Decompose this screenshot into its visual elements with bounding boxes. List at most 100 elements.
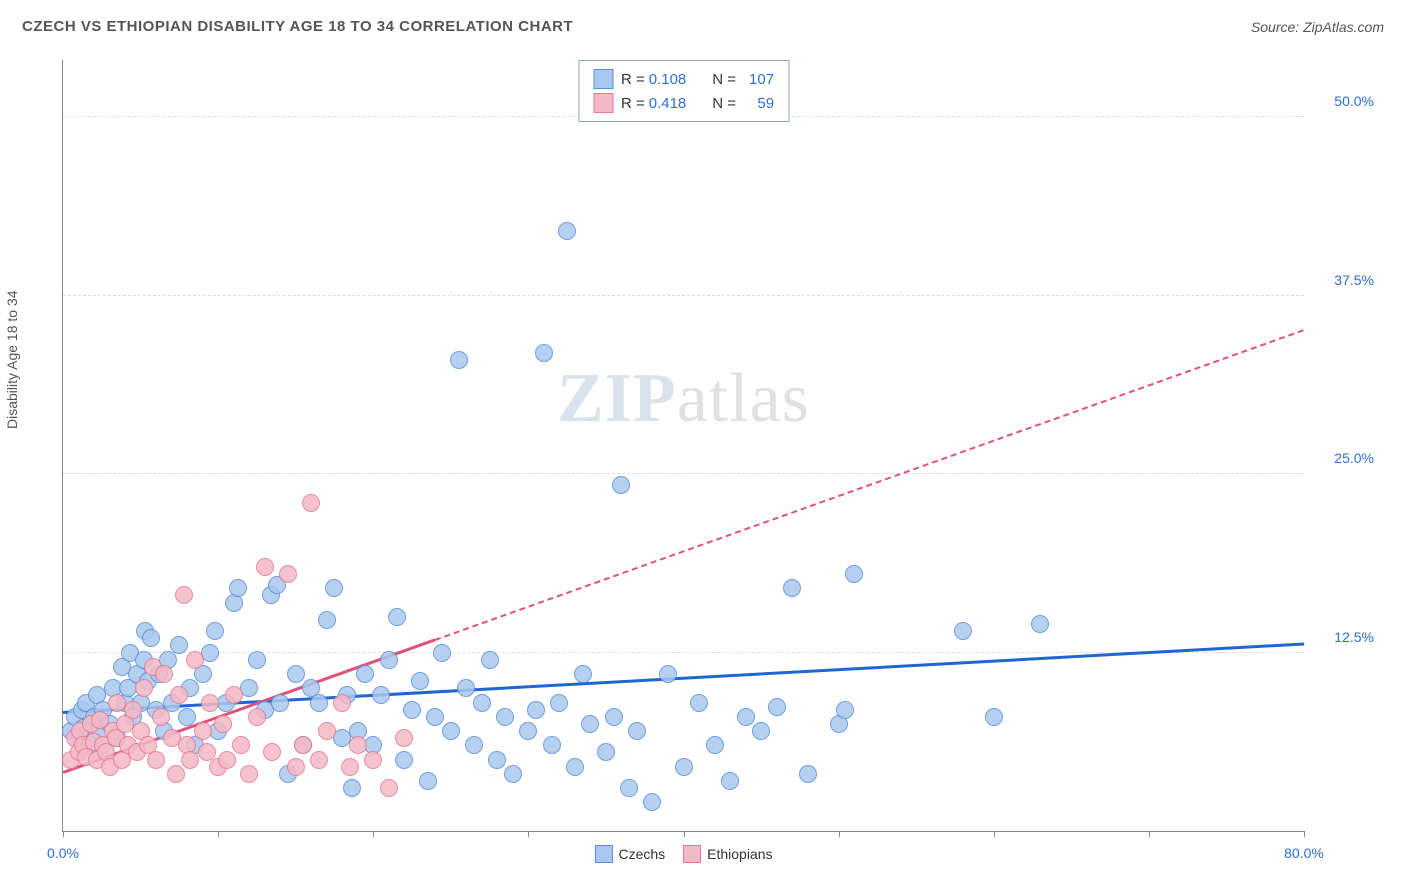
data-point bbox=[325, 579, 343, 597]
x-tick bbox=[528, 831, 529, 837]
data-point bbox=[550, 694, 568, 712]
data-point bbox=[442, 722, 460, 740]
x-tick bbox=[994, 831, 995, 837]
legend-swatch bbox=[593, 69, 613, 89]
data-point bbox=[535, 344, 553, 362]
data-point bbox=[799, 765, 817, 783]
data-point bbox=[186, 651, 204, 669]
x-tick bbox=[373, 831, 374, 837]
x-tick bbox=[63, 831, 64, 837]
data-point bbox=[457, 679, 475, 697]
data-point bbox=[124, 701, 142, 719]
data-point bbox=[395, 729, 413, 747]
data-point bbox=[167, 765, 185, 783]
data-point bbox=[783, 579, 801, 597]
chart-header: CZECH VS ETHIOPIAN DISABILITY AGE 18 TO … bbox=[0, 0, 1406, 45]
data-point bbox=[170, 636, 188, 654]
legend-n: N =107 bbox=[712, 71, 774, 88]
data-point bbox=[612, 476, 630, 494]
x-axis-label: 80.0% bbox=[1284, 845, 1324, 861]
data-point bbox=[194, 722, 212, 740]
data-point bbox=[287, 758, 305, 776]
data-point bbox=[302, 494, 320, 512]
chart-source: Source: ZipAtlas.com bbox=[1251, 19, 1384, 35]
data-point bbox=[343, 779, 361, 797]
data-point bbox=[201, 694, 219, 712]
x-tick bbox=[1304, 831, 1305, 837]
data-point bbox=[845, 565, 863, 583]
data-point bbox=[232, 736, 250, 754]
data-point bbox=[605, 708, 623, 726]
correlation-legend: R =0.108 N =107 R =0.418N =59 bbox=[578, 60, 789, 122]
gridline bbox=[63, 473, 1304, 474]
data-point bbox=[271, 694, 289, 712]
data-point bbox=[985, 708, 1003, 726]
data-point bbox=[287, 665, 305, 683]
data-point bbox=[240, 679, 258, 697]
data-point bbox=[248, 708, 266, 726]
data-point bbox=[333, 694, 351, 712]
x-tick bbox=[1149, 831, 1150, 837]
data-point bbox=[1031, 615, 1049, 633]
data-point bbox=[481, 651, 499, 669]
data-point bbox=[527, 701, 545, 719]
data-point bbox=[155, 665, 173, 683]
data-point bbox=[349, 736, 367, 754]
data-point bbox=[597, 743, 615, 761]
data-point bbox=[178, 708, 196, 726]
data-point bbox=[581, 715, 599, 733]
data-point bbox=[488, 751, 506, 769]
data-point bbox=[388, 608, 406, 626]
data-point bbox=[752, 722, 770, 740]
data-point bbox=[721, 772, 739, 790]
data-point bbox=[450, 351, 468, 369]
gridline bbox=[63, 295, 1304, 296]
data-point bbox=[310, 751, 328, 769]
data-point bbox=[240, 765, 258, 783]
legend-row: R =0.418N =59 bbox=[593, 91, 774, 115]
watermark: ZIPatlas bbox=[557, 359, 810, 439]
data-point bbox=[175, 586, 193, 604]
data-point bbox=[574, 665, 592, 683]
data-point bbox=[543, 736, 561, 754]
data-point bbox=[248, 651, 266, 669]
data-point bbox=[214, 715, 232, 733]
legend-r: R =0.108 bbox=[621, 71, 686, 88]
data-point bbox=[225, 686, 243, 704]
data-point bbox=[318, 611, 336, 629]
data-point bbox=[279, 565, 297, 583]
data-point bbox=[380, 651, 398, 669]
data-point bbox=[473, 694, 491, 712]
series-legend-item: Ethiopians bbox=[683, 845, 772, 863]
chart-area: Disability Age 18 to 34 ZIPatlas R =0.10… bbox=[22, 50, 1384, 872]
data-point bbox=[318, 722, 336, 740]
data-point bbox=[395, 751, 413, 769]
data-point bbox=[206, 622, 224, 640]
trend-line bbox=[435, 329, 1304, 641]
data-point bbox=[201, 644, 219, 662]
data-point bbox=[147, 751, 165, 769]
chart-title: CZECH VS ETHIOPIAN DISABILITY AGE 18 TO … bbox=[22, 18, 573, 35]
data-point bbox=[706, 736, 724, 754]
legend-n: N =59 bbox=[712, 95, 774, 112]
data-point bbox=[310, 694, 328, 712]
data-point bbox=[256, 558, 274, 576]
data-point bbox=[380, 779, 398, 797]
data-point bbox=[419, 772, 437, 790]
legend-row: R =0.108 N =107 bbox=[593, 67, 774, 91]
y-tick-label: 37.5% bbox=[1314, 272, 1374, 288]
data-point bbox=[628, 722, 646, 740]
data-point bbox=[504, 765, 522, 783]
data-point bbox=[411, 672, 429, 690]
data-point bbox=[142, 629, 160, 647]
legend-swatch bbox=[683, 845, 701, 863]
data-point bbox=[433, 644, 451, 662]
x-tick bbox=[218, 831, 219, 837]
data-point bbox=[836, 701, 854, 719]
data-point bbox=[643, 793, 661, 811]
data-point bbox=[690, 694, 708, 712]
data-point bbox=[229, 579, 247, 597]
data-point bbox=[954, 622, 972, 640]
series-label: Ethiopians bbox=[707, 846, 772, 862]
data-point bbox=[218, 751, 236, 769]
